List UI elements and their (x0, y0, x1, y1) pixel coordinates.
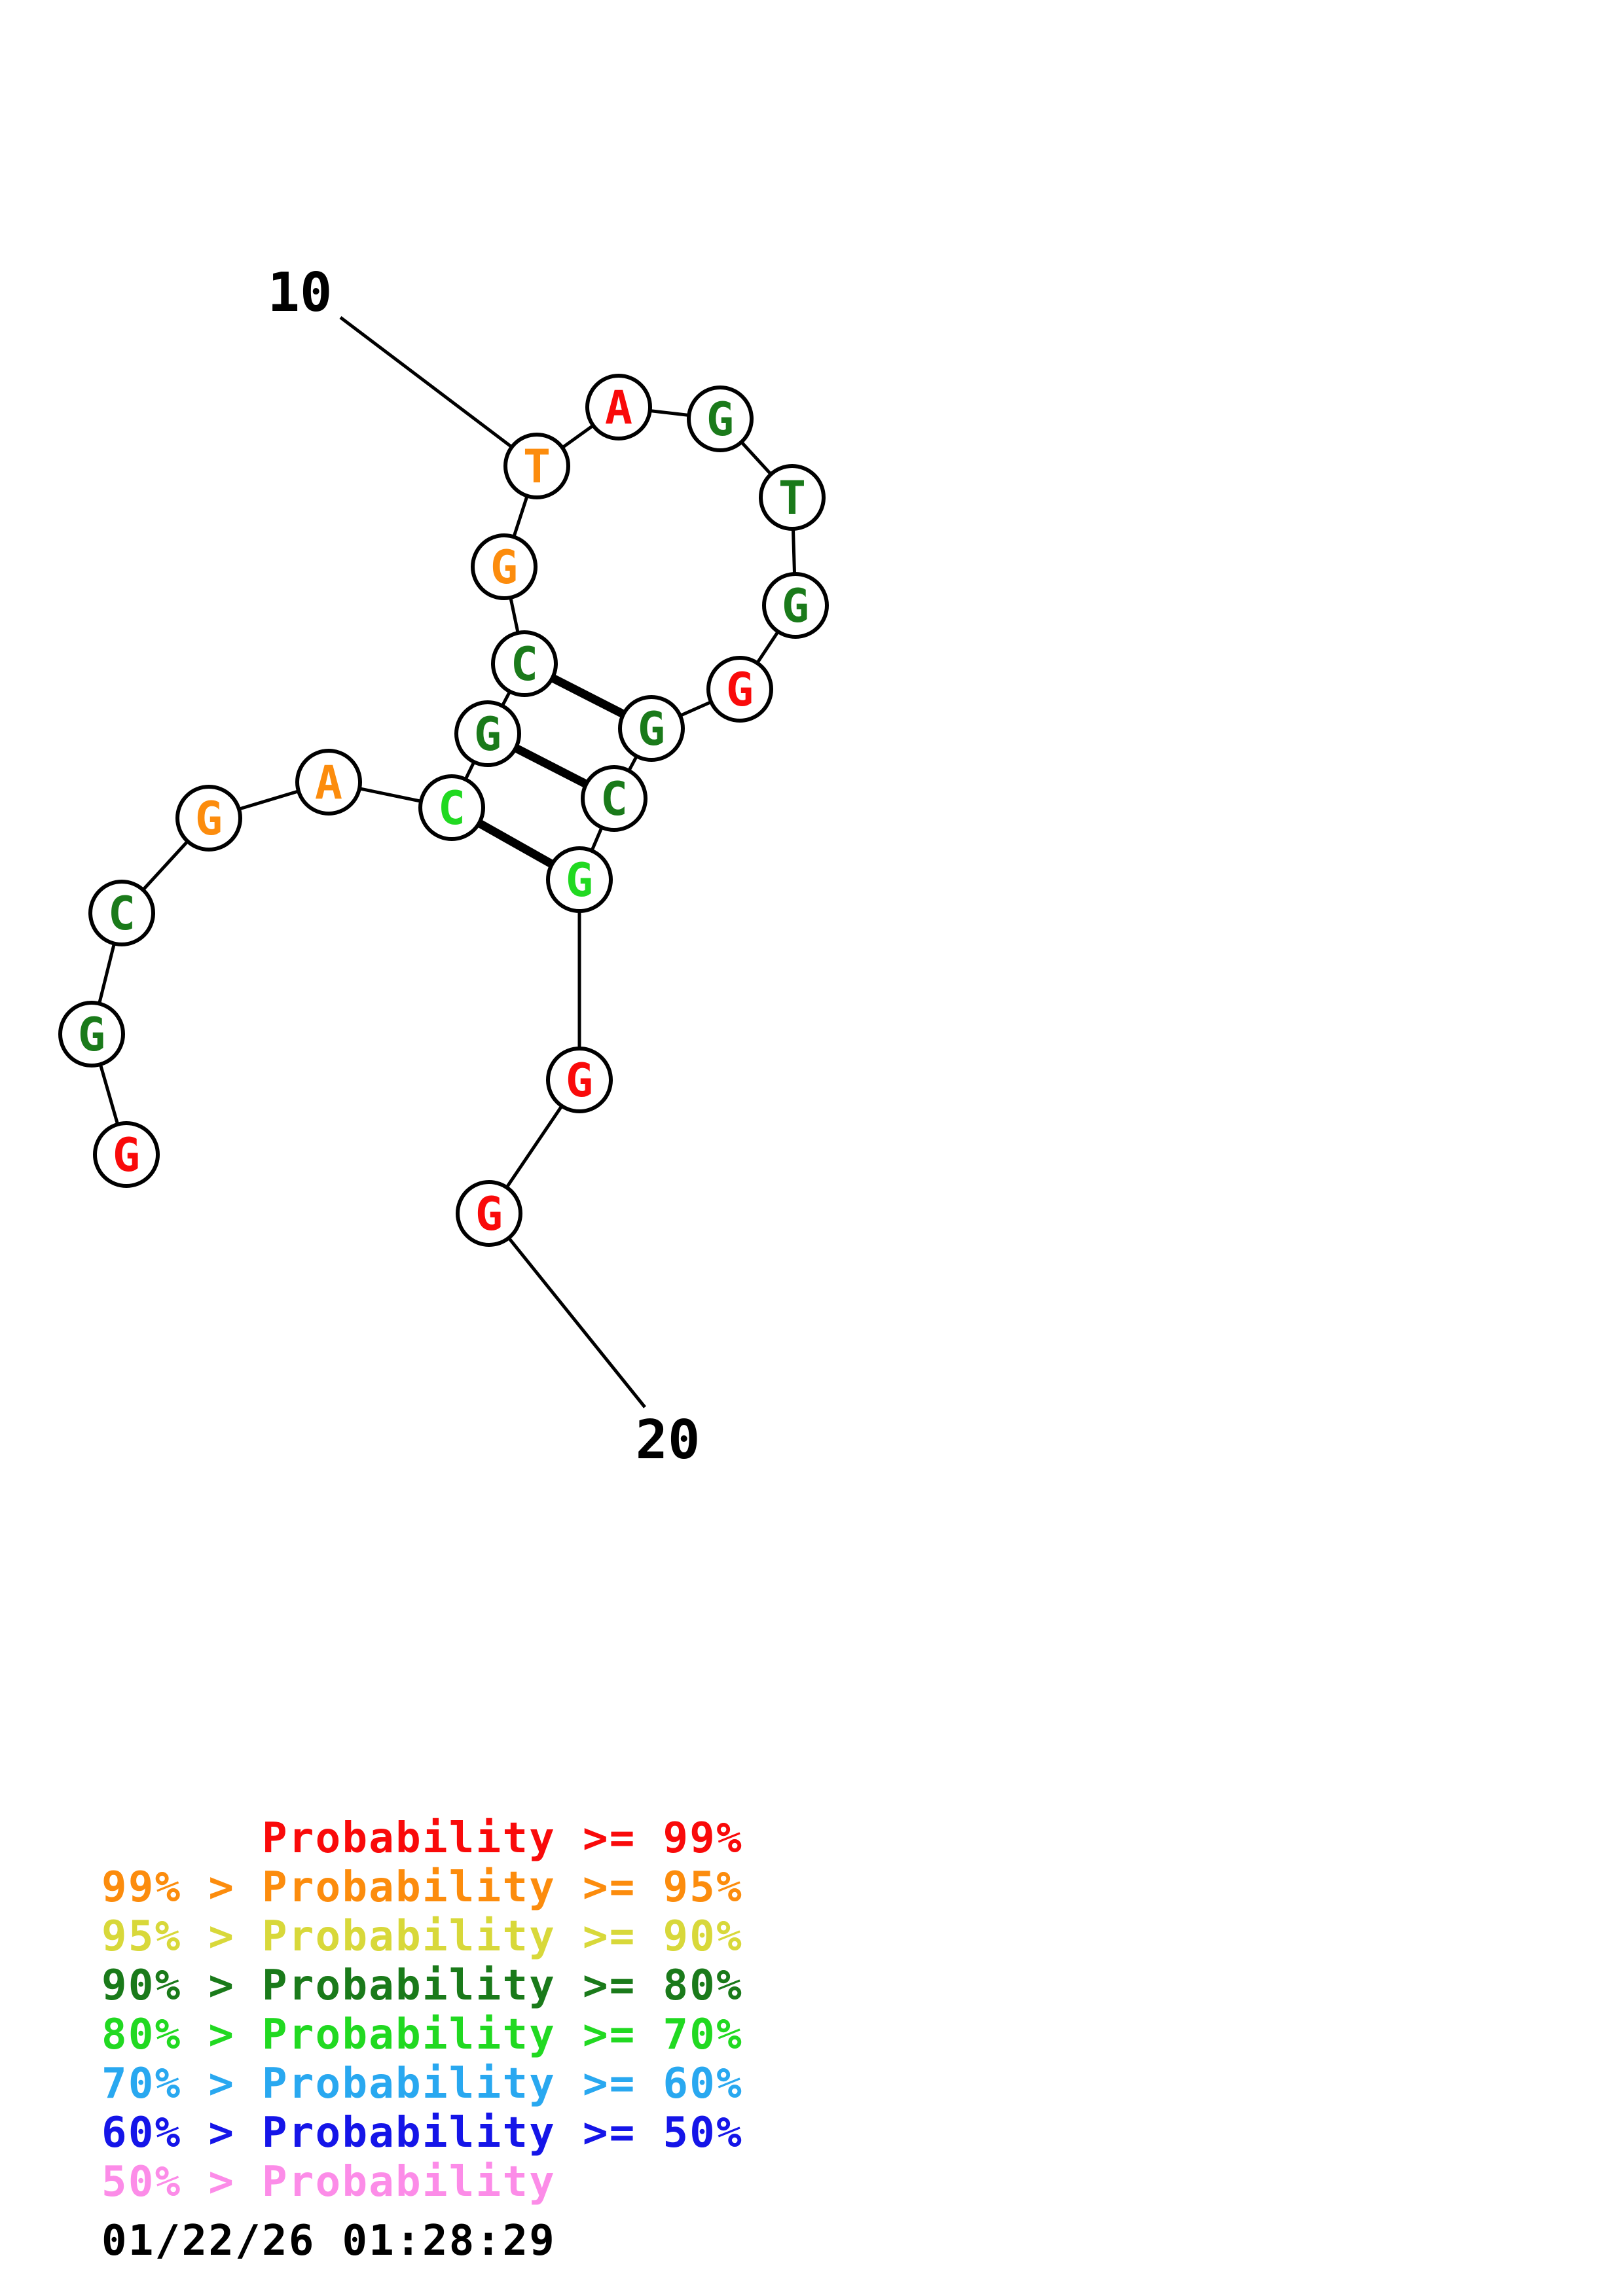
nucleotide-base-18: G (566, 853, 593, 907)
nucleotide-base-19: G (566, 1054, 593, 1107)
nucleotide-base-9: G (490, 541, 518, 594)
nucleotide-base-8: C (511, 637, 538, 691)
nucleotide-circle-17 (581, 765, 647, 832)
nucleotide-base-17: C (600, 772, 628, 826)
nucleotide-base-10: T (523, 440, 551, 493)
legend-row-prob-90-95: 95% > Probability >= 90% (101, 1912, 743, 1961)
timestamp: 01/22/26 01:28:29 (101, 2217, 556, 2265)
nucleotide-base-14: G (782, 579, 809, 633)
legend-row-prob-60-70: 70% > Probability >= 60% (101, 2060, 743, 2108)
nucleotide-circle-13 (759, 464, 826, 531)
nucleotide-base-11: A (605, 381, 632, 435)
nucleotide-circle-6 (418, 774, 485, 841)
nucleotide-circle-8 (491, 630, 558, 697)
legend-row-prob-70-80: 80% > Probability >= 70% (101, 2011, 743, 2059)
nucleotide-circle-15 (706, 656, 773, 723)
nucleotide-circle-1 (93, 1121, 160, 1188)
position-labels: 10 20 (268, 262, 701, 1471)
nucleotide-circle-20 (456, 1180, 522, 1247)
nucleotide-base-7: G (474, 708, 501, 761)
nucleotide-base-3: C (108, 887, 136, 941)
nucleotide-circle-2 (58, 1001, 125, 1067)
nucleotide-base-15: G (726, 663, 754, 717)
legend-row-prob-ge-99: Probability >= 99% (101, 1814, 743, 1863)
nucleotide-base-1: G (113, 1128, 140, 1182)
nucleotide-base-2: G (78, 1008, 105, 1062)
nucleotide-circle-4 (175, 785, 242, 852)
nucleotide-base-13: T (778, 471, 806, 525)
nucleotide-base-6: C (438, 781, 465, 835)
nucleotide-circle-5 (295, 749, 362, 816)
nucleotide-circle-7 (454, 700, 521, 767)
position-label-lines (339, 316, 646, 1408)
nucleotide-circle-19 (546, 1047, 613, 1113)
nucleotide-circle-14 (762, 572, 829, 639)
nucleotide-base-12: G (706, 393, 734, 446)
nucleotide-circle-11 (585, 374, 652, 440)
nucleotide-circle-12 (687, 386, 754, 452)
nucleotide-circle-3 (88, 880, 155, 946)
nucleotide-base-4: G (195, 792, 223, 846)
legend-row-prob-50-60: 60% > Probability >= 50% (101, 2109, 743, 2157)
position-label-10: 10 (268, 262, 333, 324)
nucleotide-circle-9 (471, 533, 538, 600)
legend-row-prob-95-99: 99% > Probability >= 95% (101, 1863, 743, 1912)
nucleotide-base-16: G (638, 702, 665, 756)
nucleotide-circle-16 (618, 695, 685, 762)
position-label-20: 20 (636, 1409, 701, 1471)
legend-row-prob-lt-50: 50% > Probability (101, 2158, 556, 2206)
nucleotide-base-20: G (475, 1187, 503, 1241)
position-label-line-20 (488, 1212, 646, 1408)
probability-legend: Probability >= 99% 99% > Probability >= … (101, 1814, 743, 2207)
legend-row-prob-80-90: 90% > Probability >= 80% (101, 1962, 743, 2010)
nucleotide-base-5: A (315, 756, 342, 810)
nucleotide-circle-10 (503, 433, 570, 499)
position-label-line-10 (339, 316, 538, 467)
nucleotide-circle-18 (546, 846, 613, 913)
